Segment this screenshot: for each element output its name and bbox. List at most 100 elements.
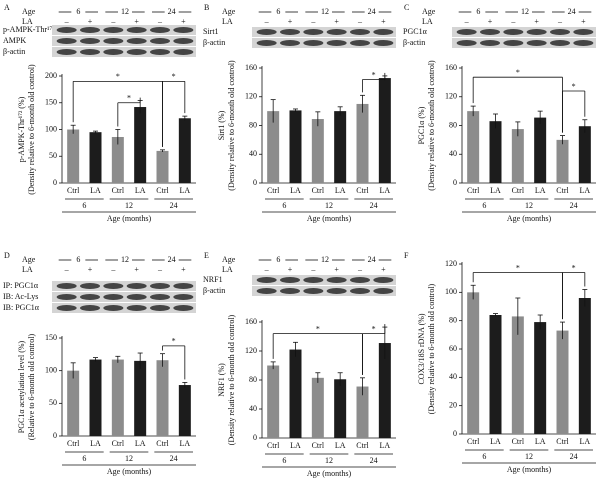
blot-age-label: Age (222, 255, 236, 264)
blot-age-label: Age (222, 7, 236, 16)
y-tick-label: 50 (49, 151, 57, 160)
significance-star: * (516, 263, 520, 272)
blot-band (526, 40, 547, 46)
bar (111, 136, 124, 183)
y-tick-label: 80 (249, 120, 257, 129)
blot-band (126, 305, 147, 311)
x-tick-label: Ctrl (312, 186, 325, 195)
significance-star: * (116, 72, 120, 81)
la-sign: – (310, 17, 316, 26)
group-label: 12 (525, 201, 533, 210)
y-tick-label: 80 (449, 315, 457, 324)
group-label: 12 (325, 201, 333, 210)
blot-band (150, 49, 170, 55)
group-label: 6 (82, 201, 86, 210)
bar (511, 316, 524, 434)
group-label: 24 (370, 201, 378, 210)
blot-strip (52, 25, 196, 35)
blot-band (280, 40, 300, 46)
age-label: 12 (321, 7, 329, 16)
bar (556, 330, 569, 434)
x-tick-label: Ctrl (312, 441, 325, 450)
group-label: 12 (325, 456, 333, 465)
bar (89, 359, 102, 436)
significance-star: * (127, 94, 131, 103)
x-tick-label: Ctrl (467, 186, 480, 195)
la-sign: + (334, 265, 339, 274)
significance-star: * (172, 72, 176, 81)
blot-band (80, 38, 100, 44)
blot-band (503, 40, 524, 46)
la-sign: + (134, 265, 139, 274)
blot-band (103, 27, 124, 33)
y-label-2: (Density relative to 6-month old control… (427, 60, 436, 191)
blot-la-label: LA (22, 17, 33, 26)
x-tick-label: Ctrl (467, 437, 480, 446)
age-label: 12 (521, 7, 529, 16)
x-tick-label: Ctrl (67, 186, 80, 195)
y-label-2: (Relative to 6-month old control) (27, 334, 36, 441)
blot-row-label: NRF1 (203, 275, 223, 284)
y-tick-label: 120 (245, 92, 257, 101)
blot-row-label: IB: Ac-Lys (3, 292, 38, 301)
blot-band (150, 283, 170, 289)
blot-band (480, 29, 500, 35)
blot-band (150, 305, 170, 311)
age-label: 24 (168, 255, 176, 264)
y-tick-label: 40 (249, 404, 257, 413)
bar (534, 322, 547, 434)
blot-band (80, 305, 100, 311)
blot-band (256, 277, 277, 283)
y-label: NRF1 (%) (217, 363, 226, 397)
significance-star: * (372, 70, 376, 79)
bar (89, 132, 102, 183)
blot-band (173, 283, 194, 289)
blot-band (173, 305, 194, 311)
bar (111, 359, 124, 436)
y-tick-label: 150 (45, 333, 57, 342)
group-label: 6 (482, 452, 486, 461)
blot-band (503, 29, 524, 35)
la-sign: + (381, 265, 386, 274)
blot-band (526, 29, 547, 35)
y-tick-label: 0 (53, 178, 57, 187)
bar (534, 117, 547, 183)
blot-band (150, 294, 170, 300)
y-label: PGC1α acetylation level (%) (17, 340, 26, 433)
x-tick-label: Ctrl (267, 441, 280, 450)
la-sign: – (110, 17, 116, 26)
y-tick-label: 200 (45, 71, 57, 80)
blot-la-label: LA (422, 17, 433, 26)
blot-row-label: AMPK (3, 36, 26, 45)
x-tick-label: LA (179, 439, 190, 448)
blot-row-label: PGC1α (403, 27, 428, 36)
x-label: Age (months) (107, 467, 152, 476)
blot-age-label: Age (22, 7, 36, 16)
blot-strip (52, 292, 196, 302)
blot-band (56, 283, 77, 289)
y-label: PGC1α (%) (417, 106, 426, 144)
blot-band (56, 49, 77, 55)
blot-band (573, 29, 594, 35)
y-label-2: (Density relative to 6-month old control… (27, 64, 36, 195)
blot-band (303, 29, 324, 35)
blot-band (373, 40, 394, 46)
group-label: 24 (570, 452, 578, 461)
x-tick-label: LA (490, 437, 501, 446)
blot-band (126, 294, 147, 300)
blot-band (456, 40, 477, 46)
blot-age-label: Age (22, 255, 36, 264)
blot-row-label: β-actin (3, 47, 25, 56)
blot-strip (52, 36, 196, 46)
la-sign: – (357, 17, 363, 26)
blot-la-label: LA (22, 265, 33, 274)
y-tick-label: 80 (249, 375, 257, 384)
x-tick-label: LA (135, 439, 146, 448)
y-tick-label: 100 (445, 287, 457, 296)
blot-band (80, 294, 100, 300)
blot-band (80, 49, 100, 55)
